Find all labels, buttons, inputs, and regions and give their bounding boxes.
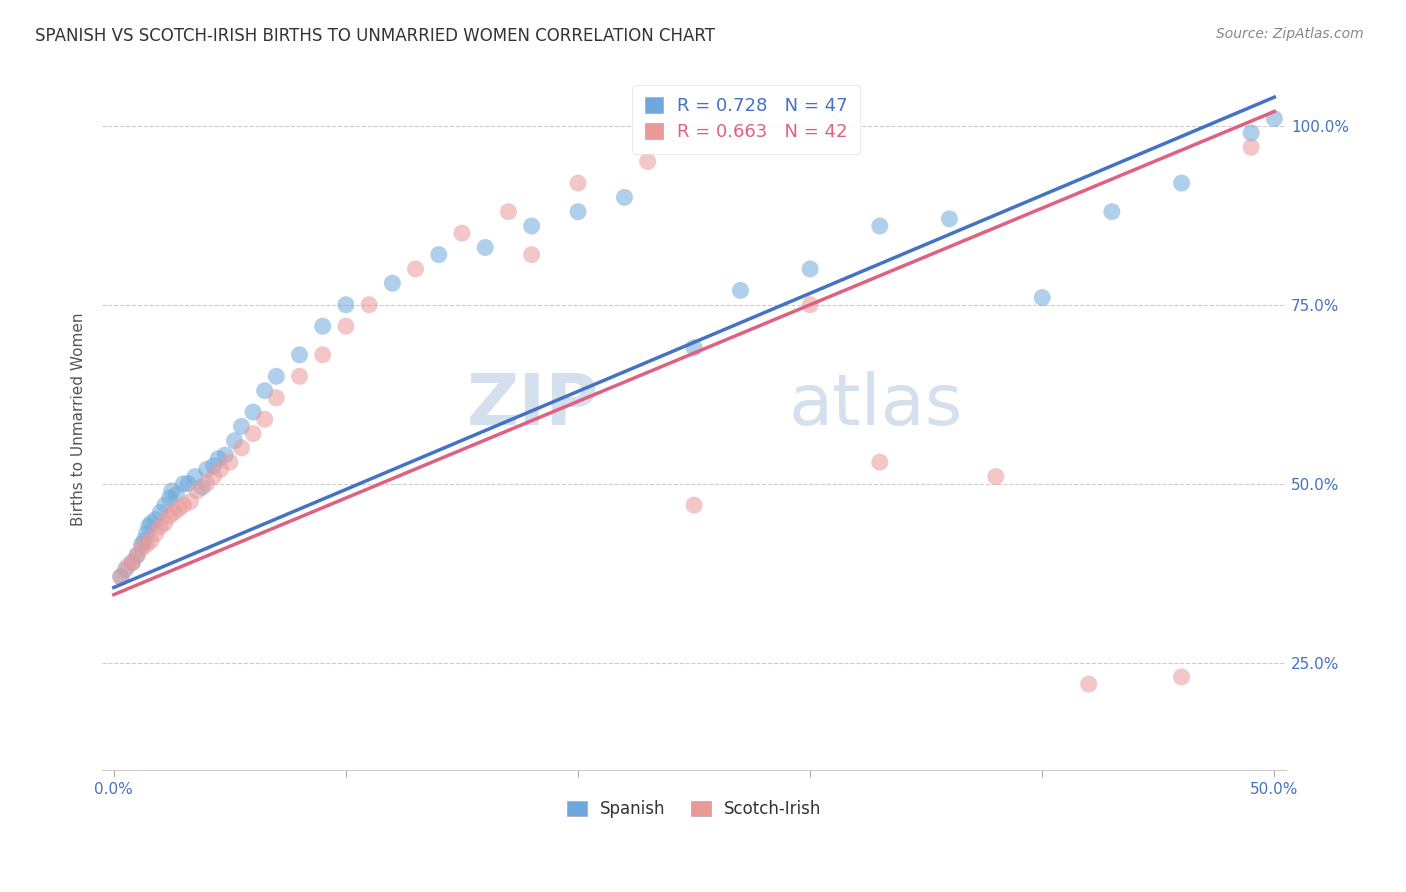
Point: [131, 537, 153, 551]
Point: [1077, 677, 1099, 691]
Point: [159, 491, 181, 505]
Point: [1170, 176, 1192, 190]
Point: [202, 458, 225, 473]
Point: [567, 176, 589, 190]
Point: [218, 455, 240, 469]
Point: [613, 190, 636, 204]
Point: [132, 533, 155, 548]
Point: [938, 211, 960, 226]
Point: [288, 348, 311, 362]
Point: [253, 384, 276, 398]
Point: [202, 469, 225, 483]
Point: [253, 412, 276, 426]
Point: [139, 516, 162, 530]
Point: [153, 516, 176, 530]
Legend: Spanish, Scotch-Irish: Spanish, Scotch-Irish: [560, 794, 828, 825]
Point: [179, 494, 201, 508]
Point: [242, 426, 264, 441]
Point: [359, 298, 381, 312]
Point: [1031, 291, 1053, 305]
Point: [427, 247, 450, 261]
Point: [1240, 140, 1263, 154]
Point: [149, 505, 172, 519]
Point: [125, 548, 148, 562]
Point: [138, 519, 160, 533]
Point: [135, 537, 157, 551]
Point: [231, 441, 253, 455]
Text: atlas: atlas: [789, 371, 963, 440]
Y-axis label: Births to Unmarried Women: Births to Unmarried Women: [72, 312, 86, 526]
Point: [163, 505, 186, 519]
Point: [214, 448, 236, 462]
Point: [110, 570, 132, 584]
Point: [110, 570, 132, 584]
Point: [335, 298, 357, 312]
Point: [1240, 126, 1263, 140]
Text: Source: ZipAtlas.com: Source: ZipAtlas.com: [1216, 27, 1364, 41]
Point: [474, 240, 496, 254]
Point: [266, 369, 288, 384]
Point: [224, 434, 246, 448]
Point: [312, 319, 335, 334]
Point: [498, 204, 520, 219]
Point: [381, 277, 404, 291]
Point: [145, 526, 167, 541]
Point: [799, 298, 821, 312]
Point: [683, 498, 706, 512]
Point: [242, 405, 264, 419]
Point: [520, 247, 543, 261]
Point: [172, 498, 194, 512]
Point: [799, 262, 821, 277]
Point: [167, 501, 190, 516]
Point: [231, 419, 253, 434]
Point: [984, 469, 1007, 483]
Point: [121, 556, 143, 570]
Point: [207, 451, 229, 466]
Point: [145, 512, 167, 526]
Point: [135, 526, 157, 541]
Point: [186, 483, 208, 498]
Text: SPANISH VS SCOTCH-IRISH BIRTHS TO UNMARRIED WOMEN CORRELATION CHART: SPANISH VS SCOTCH-IRISH BIRTHS TO UNMARR…: [35, 27, 716, 45]
Point: [1101, 204, 1123, 219]
Point: [288, 369, 311, 384]
Text: ZIP: ZIP: [467, 371, 599, 440]
Point: [139, 533, 162, 548]
Point: [114, 563, 136, 577]
Point: [149, 519, 172, 533]
Point: [195, 476, 218, 491]
Point: [451, 226, 474, 240]
Point: [405, 262, 427, 277]
Point: [195, 462, 218, 476]
Point: [177, 476, 200, 491]
Point: [683, 341, 706, 355]
Point: [209, 462, 232, 476]
Point: [159, 508, 181, 523]
Point: [1263, 112, 1285, 126]
Point: [121, 556, 143, 570]
Point: [266, 391, 288, 405]
Point: [153, 498, 176, 512]
Point: [312, 348, 335, 362]
Point: [1170, 670, 1192, 684]
Point: [160, 483, 183, 498]
Point: [166, 487, 188, 501]
Point: [730, 284, 752, 298]
Point: [125, 548, 148, 562]
Point: [869, 455, 891, 469]
Point: [637, 154, 659, 169]
Point: [191, 480, 214, 494]
Point: [730, 126, 752, 140]
Point: [131, 541, 153, 555]
Point: [172, 476, 194, 491]
Point: [184, 469, 207, 483]
Point: [520, 219, 543, 233]
Point: [335, 319, 357, 334]
Point: [117, 559, 139, 574]
Point: [567, 204, 589, 219]
Point: [869, 219, 891, 233]
